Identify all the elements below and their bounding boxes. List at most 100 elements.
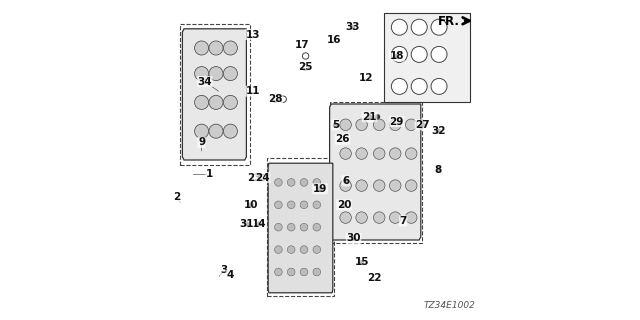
Circle shape (356, 180, 367, 191)
Circle shape (223, 41, 237, 55)
Circle shape (195, 67, 209, 81)
Circle shape (412, 78, 428, 94)
Circle shape (420, 123, 424, 127)
Circle shape (436, 129, 440, 133)
Text: FR.: FR. (438, 15, 460, 28)
Circle shape (389, 148, 401, 159)
Circle shape (352, 236, 356, 240)
Polygon shape (384, 13, 470, 102)
Circle shape (356, 212, 367, 223)
Circle shape (287, 246, 295, 253)
Circle shape (209, 41, 223, 55)
Circle shape (287, 223, 295, 231)
Text: 1: 1 (206, 169, 213, 180)
Text: 3: 3 (220, 265, 228, 276)
Text: 18: 18 (390, 51, 404, 61)
Circle shape (300, 201, 308, 209)
Text: 33: 33 (346, 22, 360, 32)
Circle shape (342, 203, 346, 207)
Circle shape (313, 246, 321, 253)
Circle shape (360, 260, 364, 264)
Text: 14: 14 (252, 219, 266, 229)
Circle shape (340, 148, 351, 159)
Circle shape (367, 115, 372, 119)
Circle shape (300, 246, 308, 253)
Circle shape (313, 179, 321, 186)
Circle shape (209, 67, 223, 81)
Circle shape (392, 78, 408, 94)
Circle shape (374, 212, 385, 223)
Circle shape (356, 148, 367, 159)
Circle shape (223, 67, 237, 81)
Text: 12: 12 (359, 73, 374, 84)
Circle shape (195, 124, 209, 138)
Polygon shape (330, 104, 421, 240)
Circle shape (333, 123, 337, 127)
Circle shape (275, 223, 282, 231)
Text: 8: 8 (435, 164, 442, 175)
Circle shape (275, 179, 282, 186)
Text: 5: 5 (332, 120, 339, 130)
Circle shape (406, 148, 417, 159)
Circle shape (318, 187, 322, 191)
Circle shape (406, 119, 417, 131)
Circle shape (300, 223, 308, 231)
Circle shape (340, 180, 351, 191)
Circle shape (392, 19, 408, 35)
Text: 9: 9 (198, 137, 205, 148)
Text: 16: 16 (327, 35, 342, 45)
Circle shape (244, 222, 248, 226)
Circle shape (412, 19, 428, 35)
Circle shape (406, 212, 417, 223)
Text: 20: 20 (337, 200, 351, 210)
Text: 4: 4 (226, 270, 234, 280)
Text: 31: 31 (239, 219, 253, 229)
Circle shape (374, 180, 385, 191)
Circle shape (436, 168, 440, 172)
Circle shape (344, 179, 348, 183)
Text: 6: 6 (342, 176, 349, 186)
Text: 32: 32 (431, 126, 445, 136)
Circle shape (374, 119, 385, 131)
Circle shape (275, 268, 282, 276)
Text: 17: 17 (295, 40, 310, 50)
Circle shape (406, 180, 417, 191)
Circle shape (392, 46, 408, 62)
Text: 28: 28 (268, 94, 282, 104)
Circle shape (300, 268, 308, 276)
Polygon shape (182, 29, 246, 160)
Circle shape (313, 201, 321, 209)
Polygon shape (268, 163, 333, 293)
Text: 25: 25 (298, 62, 313, 72)
Circle shape (389, 119, 401, 131)
Circle shape (431, 78, 447, 94)
Circle shape (340, 212, 351, 223)
Circle shape (250, 203, 253, 207)
Circle shape (209, 95, 223, 109)
Circle shape (356, 119, 367, 131)
Circle shape (389, 180, 401, 191)
Circle shape (351, 25, 355, 29)
Text: 23: 23 (247, 172, 262, 183)
Circle shape (313, 223, 321, 231)
Text: 7: 7 (399, 216, 407, 226)
Circle shape (275, 246, 282, 253)
Circle shape (195, 41, 209, 55)
Text: 13: 13 (246, 29, 260, 40)
Circle shape (195, 95, 209, 109)
Circle shape (395, 54, 399, 58)
Circle shape (313, 268, 321, 276)
Text: 29: 29 (390, 116, 404, 127)
Text: 2: 2 (173, 192, 180, 202)
Circle shape (223, 124, 237, 138)
Text: 10: 10 (244, 200, 259, 210)
Text: 26: 26 (335, 134, 349, 144)
Circle shape (209, 124, 223, 138)
Circle shape (431, 46, 447, 62)
Circle shape (374, 148, 385, 159)
Circle shape (389, 212, 401, 223)
Text: 34: 34 (198, 76, 212, 87)
Circle shape (412, 46, 428, 62)
Circle shape (300, 179, 308, 186)
Circle shape (223, 95, 237, 109)
